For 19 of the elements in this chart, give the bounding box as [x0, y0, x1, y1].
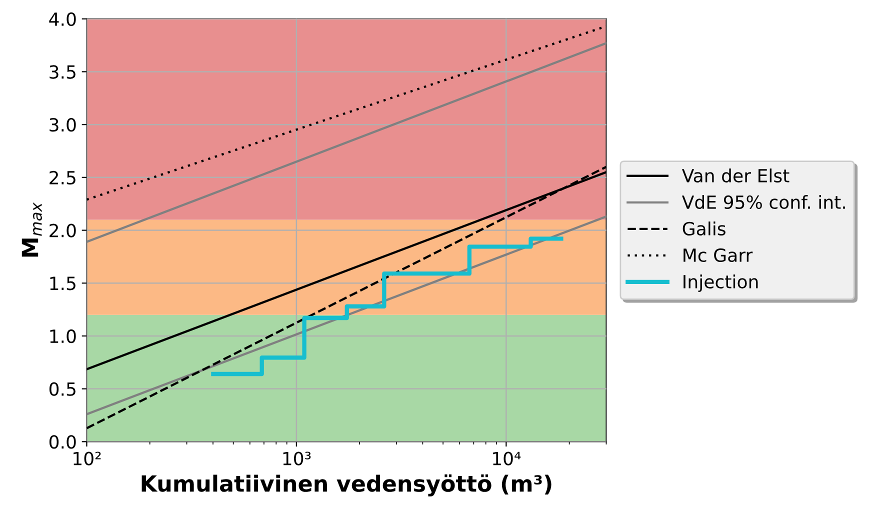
x-tick-label: 10⁴ [493, 452, 521, 466]
y-tick-label: 1.0 [50, 329, 76, 344]
legend-label: Mc Garr [684, 248, 753, 262]
y-tick-label: 4.0 [49, 12, 76, 26]
y-tick-label: 0.0 [49, 435, 76, 449]
x-tick-label: 10³ [283, 452, 311, 466]
x-axis-title: Kumulatiivinen vedensyöttö (m³) [142, 474, 552, 496]
legend-label: Van der Elst [682, 168, 790, 182]
y-tick-label: 2.5 [50, 170, 76, 185]
legend-label: VdE 95% conf. int. [682, 195, 845, 209]
y-tick-label: 0.5 [49, 382, 76, 396]
legend-label: Injection [684, 274, 758, 292]
legend-label: Galis [682, 222, 726, 236]
y-tick-label: 3.5 [50, 65, 76, 79]
y-tick-label: 2.0 [50, 224, 76, 238]
x-tick-label: 10² [74, 452, 101, 466]
y-axis-title: M$_{max}$ [22, 202, 42, 257]
y-tick-label: 3.0 [50, 118, 76, 132]
y-tick-label: 1.5 [50, 276, 76, 290]
